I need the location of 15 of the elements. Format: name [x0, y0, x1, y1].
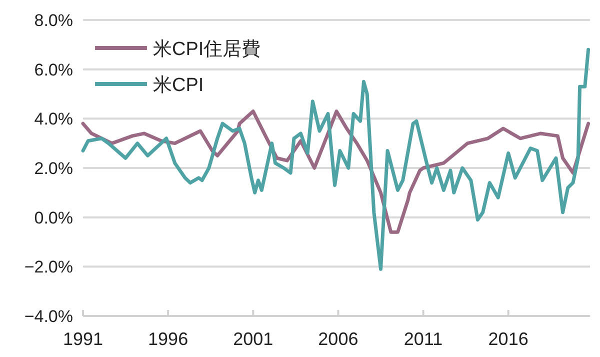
- x-tick-label: 1996: [148, 329, 188, 349]
- y-tick-label: 4.0%: [34, 110, 73, 129]
- legend-label: 米CPI住居費: [153, 39, 261, 60]
- y-tick-label: 8.0%: [34, 11, 73, 30]
- x-tick-label: 1991: [62, 329, 104, 349]
- y-tick-label: 2.0%: [34, 159, 73, 178]
- y-tick-label: −2.0%: [24, 258, 73, 277]
- x-tick-label: 2006: [318, 329, 358, 349]
- x-tick-label: 2001: [233, 329, 274, 349]
- y-tick-label: 0.0%: [34, 208, 73, 228]
- y-tick-label: −4.0%: [24, 307, 73, 326]
- legend-label: 米CPI: [153, 75, 204, 96]
- x-tick-label: 2011: [404, 329, 443, 349]
- y-tick-label: 6.0%: [34, 60, 73, 80]
- x-tick-label: 2016: [488, 329, 528, 349]
